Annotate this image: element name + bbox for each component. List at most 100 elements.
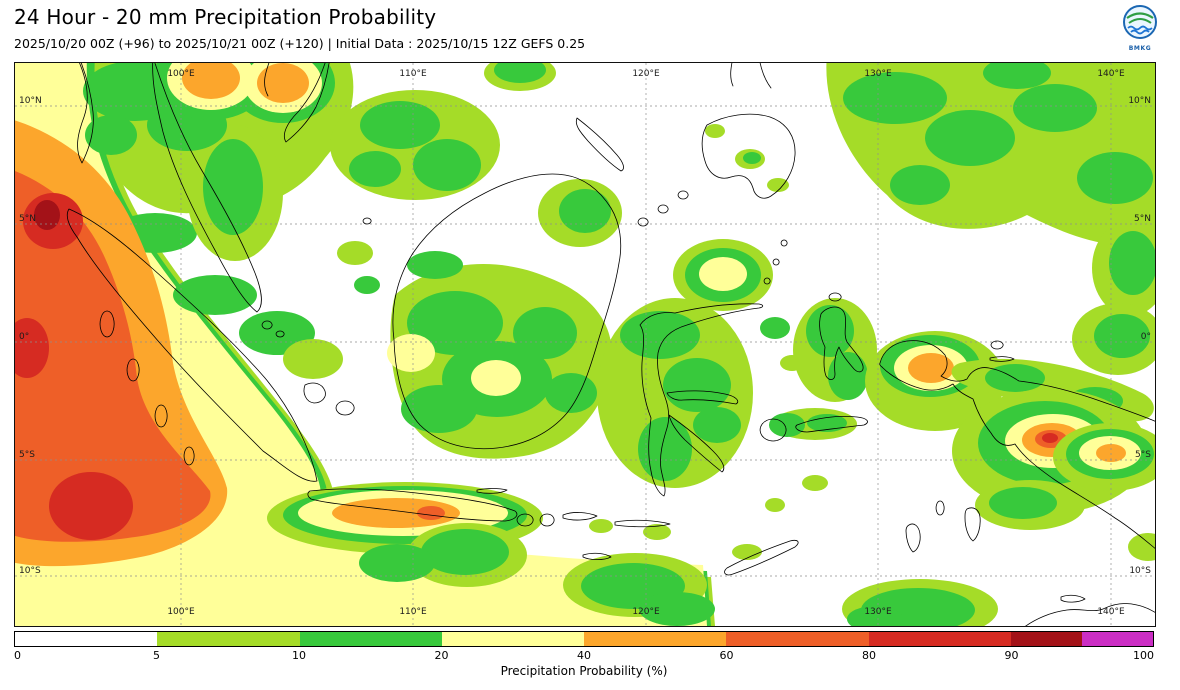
contour-region-10-20	[513, 307, 577, 359]
latitude-label-left: 10°N	[19, 96, 42, 106]
colorbar-area: 0 5 10 20 40 60 80 90 100 Precipitation Probabil…	[14, 631, 1154, 678]
latitude-label-left: 5°S	[19, 450, 35, 460]
coastline-melville-island	[1060, 594, 1086, 603]
contour-region-10-20	[85, 115, 137, 155]
colorbar-segment-10-20	[299, 632, 442, 646]
contour-region-10-20	[989, 487, 1057, 519]
coastline-morotai	[828, 292, 842, 302]
coastline-vietnam-tip	[283, 63, 330, 143]
contour-region-90-95	[34, 200, 60, 230]
longitude-label-bottom: 120°E	[632, 607, 660, 617]
coastline-sumatra	[66, 208, 318, 482]
coastline-malay-peninsula	[152, 63, 262, 313]
coastlines	[66, 63, 1155, 626]
contour-region-5-10	[337, 241, 373, 265]
contour-region-5-10	[589, 519, 613, 533]
contour-region-10-20	[985, 364, 1045, 392]
coastline-riau-islands	[261, 320, 285, 338]
coastline-biak-yapen	[989, 340, 1015, 362]
latitude-label-left: 10°S	[19, 566, 41, 576]
coastline-borneo	[392, 173, 622, 450]
contour-region-5-10	[643, 524, 671, 540]
contour-region-10-20	[407, 291, 503, 355]
colorbar-segment-0-5	[15, 632, 158, 646]
coastline-seram	[795, 416, 868, 433]
colorbar-segment-40-60	[584, 632, 727, 646]
coastline-sangihe-islands	[763, 239, 788, 285]
longitude-label-top: 120°E	[632, 69, 660, 79]
page-title: 24 Hour - 20 mm Precipitation Probabilit…	[14, 5, 437, 29]
coastline-madura	[476, 488, 508, 494]
contour-region-10-20	[743, 152, 761, 164]
subtitle-validity-text: 2025/10/20 00Z (+96) to 2025/10/21 00Z (…	[14, 36, 586, 51]
colorbar-tick-0: 0	[14, 649, 21, 662]
contour-region-80-90	[1042, 433, 1058, 443]
grid-labels: 100°E 100°E 110°E 110°E 120°E 120°E 130°E 130°E…	[19, 69, 1151, 617]
contour-region-5-10	[767, 178, 789, 192]
coastline-tanimbar-islands	[905, 523, 921, 553]
coastline-timor	[724, 539, 799, 576]
colorbar-segment-80-90	[868, 632, 1011, 646]
coastline-visayas-fragments	[730, 63, 772, 89]
coastline-thai-coast	[77, 63, 94, 164]
longitude-label-top: 100°E	[167, 69, 195, 79]
contour-region-10-20	[663, 358, 731, 412]
coastline-sumbawa	[562, 512, 598, 521]
contour-region-40-60	[257, 63, 309, 103]
contour-region-10-20	[806, 305, 854, 357]
contour-region-40-60	[182, 63, 240, 99]
coastline-natuna	[362, 217, 372, 225]
coastline-flores	[614, 519, 671, 528]
latitude-label-right: 5°S	[1135, 450, 1151, 460]
colorbar-label: Precipitation Probability (%)	[500, 664, 668, 678]
coastline-bangka-belitung	[303, 382, 355, 416]
bmkg-logo-text: BMKG	[1128, 45, 1152, 52]
longitude-label-bottom: 130°E	[864, 607, 892, 617]
longitude-label-bottom: 110°E	[399, 607, 427, 617]
contour-region-60-80	[15, 171, 211, 542]
contour-region-10-20	[843, 72, 947, 124]
contour-region-10-20	[1077, 152, 1153, 204]
contour-region-20-40	[699, 257, 747, 291]
colorbar	[14, 631, 1154, 647]
latitude-label-right: 0°	[1141, 332, 1151, 342]
contour-region-80-90	[15, 318, 49, 378]
contour-region-5-10	[765, 498, 785, 512]
latlon-gridlines	[15, 63, 1155, 626]
colorbar-segment-95-100	[1081, 632, 1153, 646]
coastline-aru-islands	[964, 507, 981, 542]
coastline-bali-lombok	[516, 513, 555, 527]
coastline-mindanao	[701, 113, 796, 199]
colorbar-tick-90: 90	[1004, 649, 1019, 662]
contour-region-10-20	[401, 385, 477, 433]
bmkg-logo: BMKG	[1116, 3, 1164, 52]
contour-region-10-20	[760, 317, 790, 339]
precipitation-probability-map: 100°E 100°E 110°E 110°E 120°E 120°E 130°E 130°E…	[15, 63, 1155, 626]
contour-region-10-20	[983, 63, 1051, 89]
contour-region-10-20	[494, 63, 546, 83]
contour-region-10-20	[1094, 314, 1150, 358]
contour-region-10-20	[413, 139, 481, 191]
contour-region-10-20	[360, 101, 440, 149]
contour-region-10-20	[203, 139, 263, 235]
colorbar-ticks: 0 5 10 20 40 60 80 90 100	[14, 649, 1154, 663]
longitude-label-bottom: 140°E	[1097, 607, 1125, 617]
longitude-label-top: 140°E	[1097, 69, 1125, 79]
colorbar-segment-90-95	[1010, 632, 1082, 646]
coastline-palawan	[575, 117, 624, 172]
longitude-label-top: 130°E	[864, 69, 892, 79]
latitude-label-right: 10°S	[1129, 566, 1151, 576]
contour-region-10-20	[349, 151, 401, 187]
coastline-sulu-archipelago	[637, 190, 689, 227]
bmkg-logo-icon	[1123, 5, 1157, 39]
contour-region-10-20	[925, 110, 1015, 166]
coastline-halmahera	[819, 306, 864, 380]
coastline-buru	[759, 418, 787, 442]
coastline-australia-coast	[1025, 603, 1155, 626]
coastline-sulawesi	[639, 303, 764, 497]
colorbar-tick-20: 20	[434, 649, 449, 662]
colorbar-segment-60-80	[726, 632, 869, 646]
contour-region-10-20	[693, 407, 741, 443]
contour-region-10-20	[359, 544, 435, 582]
longitude-label-top: 110°E	[399, 69, 427, 79]
